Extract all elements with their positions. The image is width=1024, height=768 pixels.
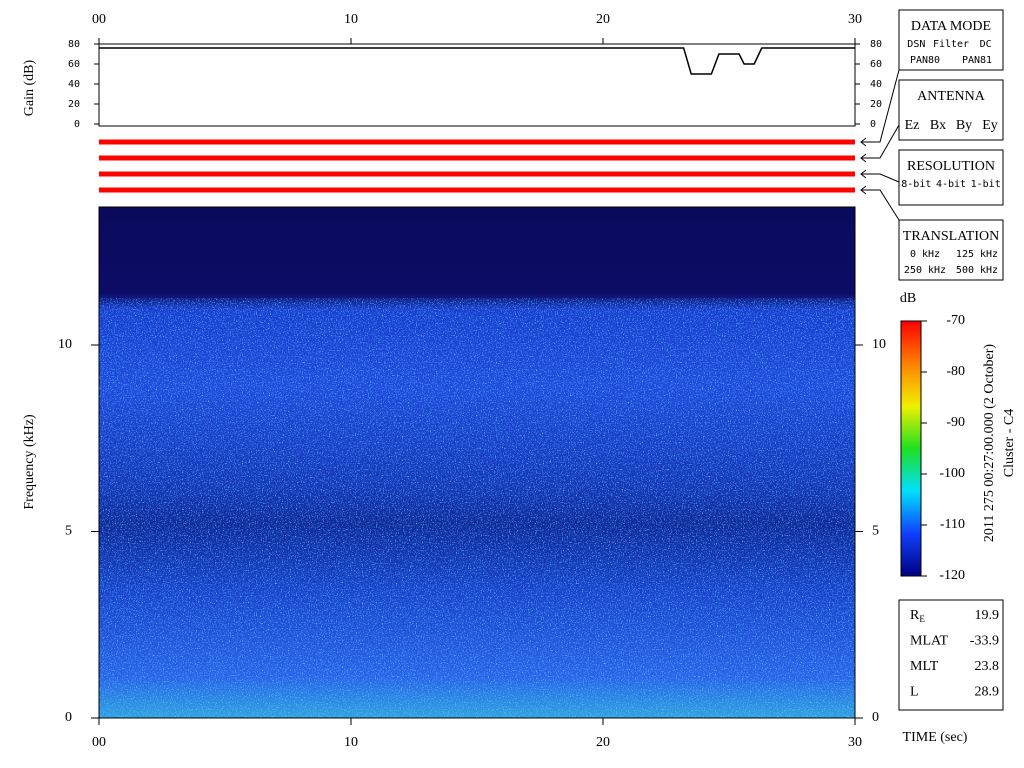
connector-arrows [860, 69, 900, 221]
panel-item: Filter [933, 39, 969, 50]
x-axis-label: TIME (sec) [903, 730, 968, 745]
parameter-name: MLT [910, 659, 939, 674]
y-tick-label: 0 [65, 710, 72, 725]
parameter-subscript: E [919, 614, 925, 624]
colorbar-tick-label: -90 [946, 415, 965, 430]
panel-item: Ey [982, 118, 998, 133]
y-axis-label: Gain (dB) [22, 59, 37, 116]
parameter-name: R [910, 608, 920, 623]
mode-bands [99, 139, 855, 193]
y-tick-label: 20 [68, 99, 80, 110]
panel-item: 8-bit [901, 179, 931, 190]
y-tick-label: 60 [870, 59, 882, 70]
y-tick-label: 40 [68, 79, 80, 90]
y-tick-label: 10 [872, 337, 886, 352]
spectrogram-noise [99, 298, 855, 718]
panel-box [898, 9, 1004, 71]
parameter-value: 19.9 [975, 608, 1000, 623]
parameter-label: RE [910, 608, 925, 624]
panel-title: ANTENNA [917, 89, 986, 104]
date-caption: 2011 275 00:27:00.000 (2 October) [982, 344, 997, 543]
arrow [860, 137, 867, 147]
arrow [861, 124, 900, 159]
panel-item: By [956, 118, 972, 133]
parameter-name: MLAT [910, 634, 949, 649]
x-tick-label: 30 [848, 12, 862, 27]
panel-title: RESOLUTION [907, 159, 995, 174]
parameter-name: L [910, 685, 919, 700]
colorbar-tick-label: -70 [946, 313, 965, 328]
panel-item: Ez [905, 118, 920, 133]
panel-box [898, 219, 1004, 281]
y-tick-label: 5 [65, 524, 72, 539]
arrow [860, 169, 867, 179]
parameter-value: 28.9 [975, 685, 1000, 700]
y-axis-label: Frequency (kHz) [22, 414, 37, 510]
arrow [860, 185, 867, 195]
colorbar-tick-label: -100 [939, 466, 965, 481]
panel-item: 500 kHz [956, 265, 998, 276]
x-tick-label: 00 [92, 12, 106, 27]
panel-item: Bx [930, 118, 946, 133]
panel-item: 0 kHz [910, 249, 940, 260]
colorbar [900, 320, 922, 577]
arrow [861, 173, 900, 183]
panel-item: 1-bit [971, 179, 1001, 190]
x-tick-label: 10 [344, 12, 358, 27]
panel-item: 4-bit [936, 179, 966, 190]
y-tick-label: 80 [870, 39, 882, 50]
y-tick-label: 0 [872, 710, 879, 725]
parameter-box [898, 599, 1004, 711]
panel-item: 125 kHz [956, 249, 998, 260]
panel-item: PAN81 [962, 55, 992, 66]
x-tick-label: 00 [92, 735, 106, 750]
y-tick-label: 5 [872, 524, 879, 539]
x-tick-label: 20 [596, 735, 610, 750]
band [99, 139, 855, 145]
band [99, 187, 855, 193]
parameter-label: MLAT [910, 634, 949, 649]
y-tick-label: 0 [74, 119, 80, 130]
panel-item: PAN80 [910, 55, 940, 66]
arrow [861, 69, 900, 143]
band [99, 155, 855, 161]
parameter-label: MLT [910, 659, 939, 674]
colorbar-tick-label: -120 [939, 568, 965, 583]
y-tick-label: 60 [68, 59, 80, 70]
colorbar-tick-label: -80 [946, 364, 965, 379]
gain-frame [98, 43, 856, 127]
y-tick-label: 0 [870, 119, 876, 130]
panel-title: DATA MODE [911, 19, 991, 34]
arrow [861, 189, 900, 221]
panel-item: DC [980, 39, 992, 50]
colorbar-tick-label: -110 [940, 517, 965, 532]
x-tick-label: 20 [596, 12, 610, 27]
panel-item: 250 kHz [904, 265, 946, 276]
y-tick-label: 80 [68, 39, 80, 50]
panel-item: DSN [907, 39, 925, 50]
y-tick-label: 40 [870, 79, 882, 90]
panel-title: TRANSLATION [903, 229, 999, 244]
colorbar-title: dB [900, 291, 916, 306]
x-tick-label: 10 [344, 735, 358, 750]
spectrogram-frame [98, 206, 856, 719]
arrow [860, 153, 867, 163]
gain-line [99, 47, 855, 75]
parameter-label: L [910, 685, 919, 700]
band [99, 171, 855, 177]
x-tick-label: 30 [848, 735, 862, 750]
panel-box [898, 79, 1004, 141]
y-tick-label: 10 [58, 337, 72, 352]
parameter-value: 23.8 [975, 659, 1000, 674]
spacecraft-caption: Cluster - C4 [1002, 409, 1017, 477]
parameter-value: -33.9 [970, 634, 999, 649]
panel-box [898, 149, 1004, 206]
y-tick-label: 20 [870, 99, 882, 110]
